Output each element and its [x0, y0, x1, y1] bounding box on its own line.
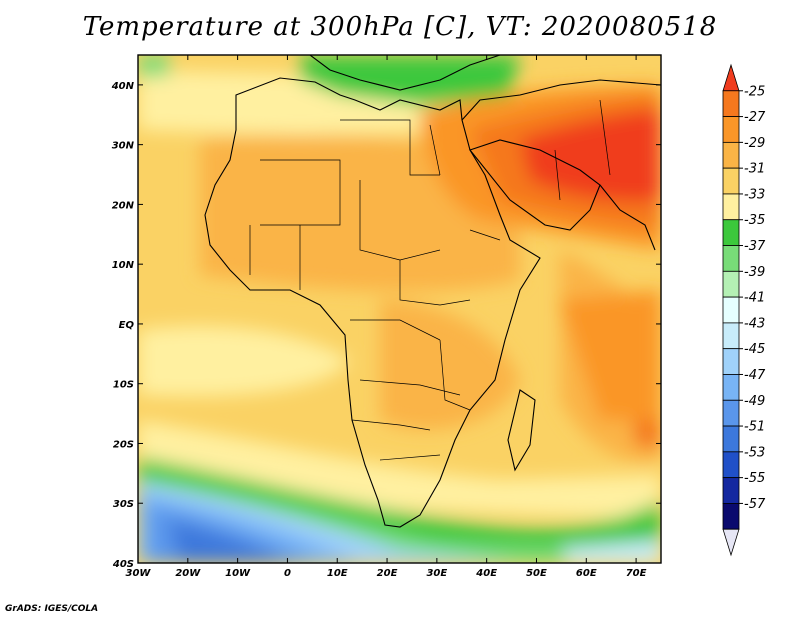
y-tick-label: 40N: [111, 81, 135, 92]
colorbar-swatch: [722, 270, 740, 298]
colorbar-swatch: [722, 451, 740, 479]
colorbar-label: -57: [744, 497, 766, 512]
colorbar: -25 -27 -29 -31 -33 -35 -37 -39 -41 -43 -45 -47 -49 -…: [722, 63, 766, 557]
colorbar-swatch: [722, 193, 740, 221]
x-tick-label: 10E: [327, 568, 348, 579]
x-tick-label: 20E: [377, 568, 398, 579]
x-tick-label: 30E: [426, 568, 447, 579]
x-tick-label: 60E: [576, 568, 597, 579]
y-axis: 40N 30N 20N 10N EQ 10S 20S 30S 40S: [111, 81, 661, 570]
colorbar-swatch: [722, 425, 740, 453]
x-tick-label: 10W: [225, 568, 251, 579]
colorbar-label: -41: [744, 291, 765, 306]
country-borders: [249, 99, 611, 461]
colorbar-swatch: [722, 348, 740, 375]
colorbar-label: -37: [744, 239, 766, 254]
colorbar-label: -49: [744, 394, 765, 409]
colorbar-swatch: [722, 63, 740, 92]
x-axis: 30W 20W 10W 0 10E 20E 30E 40E 50E 60E 70E: [126, 55, 647, 579]
colorbar-swatch: [722, 503, 740, 530]
coastlines: [204, 55, 661, 528]
colorbar-swatch: [722, 477, 740, 504]
colorbar-swatch: [722, 528, 740, 557]
x-tick-label: 40E: [475, 568, 497, 579]
y-tick-label: 30S: [113, 499, 134, 510]
colorbar-label: -25: [744, 84, 765, 99]
y-tick-label: 20N: [112, 200, 135, 211]
colorbar-label: -35: [744, 213, 765, 228]
plot-frame: [137, 54, 662, 564]
temperature-field: [138, 55, 661, 563]
x-tick-label: 0: [284, 568, 291, 579]
colorbar-label: -39: [744, 265, 765, 280]
colorbar-swatch: [722, 90, 740, 117]
y-tick-label: EQ: [119, 320, 135, 331]
y-tick-label: 40S: [112, 559, 134, 570]
y-tick-label: 30N: [112, 141, 135, 152]
colorbar-swatch: [722, 141, 740, 169]
colorbar-label: -47: [744, 368, 766, 383]
colorbar-swatch: [722, 245, 740, 272]
y-tick-label: 20S: [113, 439, 134, 450]
colorbar-label: -27: [744, 110, 766, 125]
x-tick-label: 70E: [626, 568, 647, 579]
colorbar-swatch: [722, 167, 740, 195]
x-tick-label: 30W: [126, 568, 152, 579]
colorbar-label: -43: [744, 316, 765, 331]
x-tick-label: 50E: [526, 568, 547, 579]
colorbar-label: -51: [744, 420, 765, 435]
colorbar-swatch: [722, 116, 740, 143]
colorbar-swatch: [722, 296, 740, 324]
map-title: Temperature at 300hPa [C], VT: 202008051…: [82, 12, 718, 42]
colorbar-label: -29: [744, 136, 765, 151]
y-tick-label: 10N: [112, 260, 135, 271]
colorbar-label: -31: [744, 162, 765, 177]
colorbar-label: -33: [744, 187, 765, 202]
footer-credit: GrADS: IGES/COLA: [5, 604, 99, 614]
colorbar-swatch: [722, 322, 740, 350]
y-tick-label: 10S: [113, 380, 134, 391]
colorbar-swatch: [722, 219, 740, 246]
colorbar-swatch: [722, 374, 740, 401]
colorbar-label: -55: [744, 471, 765, 486]
x-tick-label: 20W: [175, 568, 201, 579]
colorbar-swatch: [722, 399, 740, 427]
colorbar-label: -53: [744, 445, 765, 460]
colorbar-label: -45: [744, 342, 765, 357]
